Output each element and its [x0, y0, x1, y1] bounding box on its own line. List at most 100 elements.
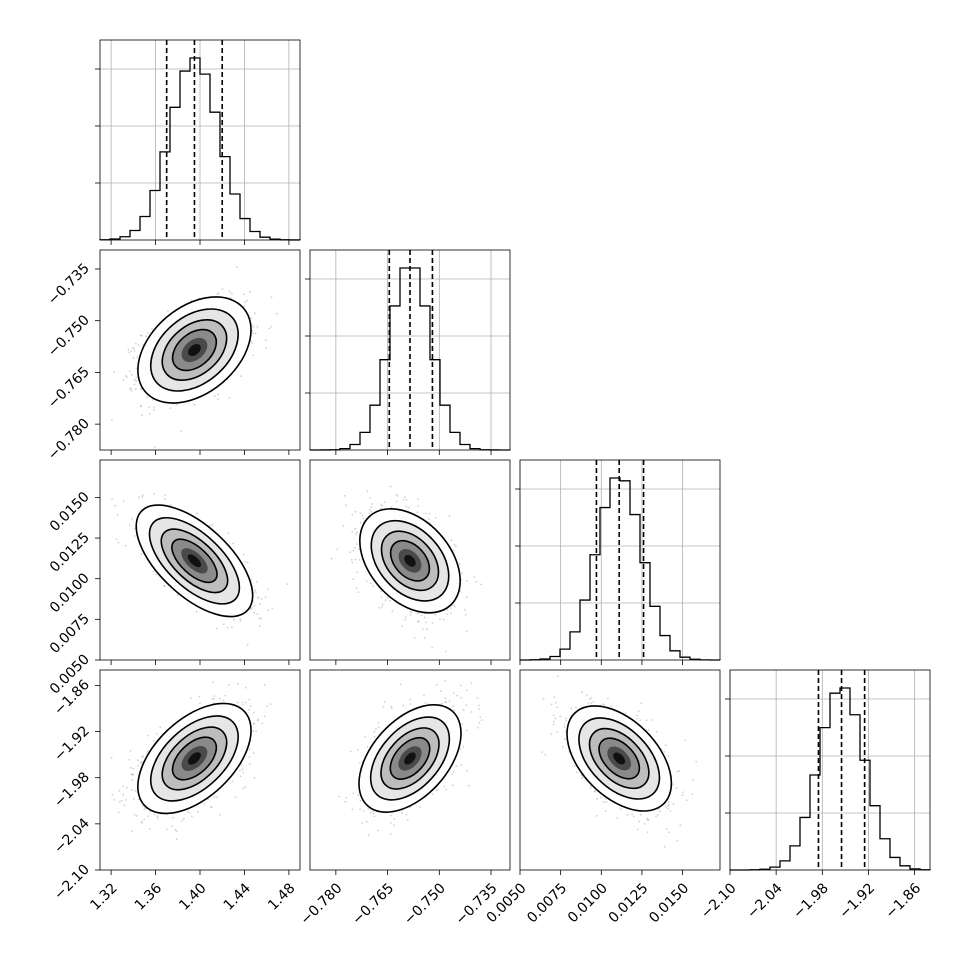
sample-point	[256, 719, 259, 722]
sample-point	[111, 793, 114, 796]
sample-point	[139, 405, 142, 408]
sample-point	[253, 312, 256, 314]
sample-point	[370, 582, 373, 585]
sample-point	[228, 683, 230, 686]
sample-point	[128, 351, 131, 354]
sample-point	[260, 598, 263, 600]
sample-point	[384, 599, 387, 601]
sample-point	[133, 814, 136, 816]
sample-point	[124, 544, 127, 547]
sample-point	[213, 395, 216, 398]
sample-point	[113, 371, 116, 374]
sample-point	[413, 637, 416, 639]
sample-point	[117, 541, 120, 544]
sample-point	[403, 496, 406, 499]
sample-point	[420, 614, 423, 617]
sample-point	[417, 505, 419, 507]
sample-point	[252, 730, 255, 732]
sample-point	[352, 578, 355, 581]
sample-point	[151, 398, 154, 401]
histogram-step-3	[729, 687, 931, 871]
sample-point	[222, 699, 225, 702]
sample-point	[163, 584, 165, 587]
sample-point	[152, 570, 155, 573]
sample-point	[365, 580, 368, 583]
sample-point	[234, 796, 237, 799]
sample-point	[188, 811, 191, 814]
sample-point	[210, 805, 212, 808]
sample-point	[141, 494, 144, 497]
sample-point	[169, 407, 172, 410]
sample-point	[131, 830, 133, 833]
contour-level-2	[380, 530, 440, 592]
sample-point	[209, 524, 211, 527]
contour-level-3	[389, 539, 431, 582]
sample-point	[122, 500, 125, 502]
sample-point	[391, 610, 394, 613]
sample-point	[143, 818, 146, 821]
sample-point	[143, 808, 146, 810]
contour-level-0	[135, 504, 254, 618]
sample-point	[217, 398, 219, 401]
density-content-1-0	[111, 266, 278, 448]
sample-point	[389, 485, 392, 488]
sample-point	[239, 620, 242, 622]
sample-point	[248, 698, 251, 701]
sample-point	[231, 292, 233, 295]
sample-point	[122, 379, 125, 381]
sample-point	[137, 764, 140, 767]
sample-point	[425, 621, 427, 624]
sample-point	[146, 332, 149, 335]
sample-point	[118, 811, 120, 814]
sample-point	[256, 325, 259, 328]
sample-point	[380, 590, 383, 593]
sample-point	[133, 349, 136, 352]
sample-point	[258, 625, 261, 627]
sample-point	[222, 623, 225, 626]
sample-point	[370, 506, 372, 509]
sample-point	[141, 495, 144, 498]
sample-point	[426, 628, 428, 631]
histogram-step-0	[99, 57, 301, 241]
sample-point	[133, 383, 136, 386]
sample-point	[217, 393, 220, 396]
sample-point	[354, 558, 357, 561]
sample-point	[252, 332, 255, 335]
sample-point	[423, 616, 426, 619]
sample-point	[246, 561, 249, 564]
sample-point	[133, 527, 136, 530]
sample-point	[130, 350, 133, 353]
sample-point	[265, 347, 268, 350]
sample-point	[211, 697, 214, 700]
sample-point	[275, 312, 278, 315]
sample-point	[136, 815, 138, 817]
histogram-frame-2	[519, 459, 721, 661]
sample-point	[356, 531, 358, 534]
sample-point	[246, 643, 249, 646]
sample-point	[459, 590, 462, 593]
sample-point	[167, 310, 169, 312]
histogram-panel-1	[305, 249, 511, 451]
sample-point	[133, 347, 135, 349]
sample-point	[475, 581, 478, 583]
sample-point	[452, 549, 455, 552]
sample-point	[464, 613, 467, 616]
sample-point	[244, 561, 247, 563]
sample-point	[253, 722, 256, 725]
sample-point	[141, 756, 144, 758]
sample-point	[134, 388, 137, 390]
sample-point	[148, 406, 151, 409]
sample-point	[417, 620, 419, 623]
sample-point	[141, 334, 143, 337]
sample-point	[256, 580, 258, 583]
sample-point	[254, 589, 256, 592]
sample-point	[111, 419, 113, 421]
sample-point	[231, 626, 233, 629]
sample-point	[256, 596, 259, 599]
sample-point	[153, 406, 155, 409]
sample-point	[244, 785, 247, 788]
density-content-2-0	[111, 492, 289, 646]
contour-level-2	[160, 528, 229, 594]
sample-point	[461, 572, 464, 575]
sample-point	[351, 530, 354, 533]
